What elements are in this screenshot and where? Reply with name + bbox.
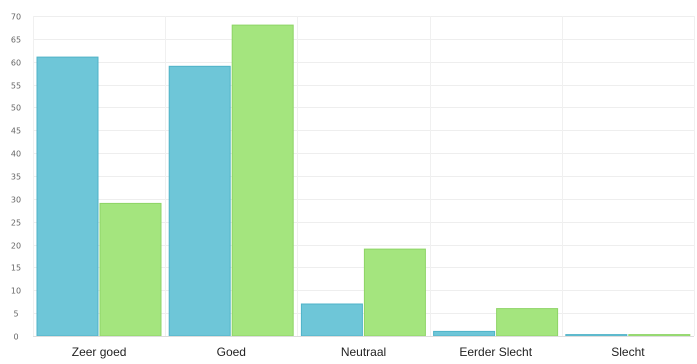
y-axis: 0 5 10 15 20 25 30 35 40 45 50 55 60 65 70 xyxy=(11,13,21,342)
y-tick-label: 15 xyxy=(11,264,21,273)
x-tick-label: Goed xyxy=(217,345,246,359)
y-tick-label: 60 xyxy=(11,59,21,68)
y-tick-label: 45 xyxy=(11,127,21,136)
bar-series2-eerder-slecht xyxy=(496,308,559,337)
bar-series2-goed xyxy=(231,24,294,337)
x-tick-label: Slecht xyxy=(611,345,645,359)
x-tick-label: Eerder Slecht xyxy=(459,345,532,359)
y-tick-label: 10 xyxy=(11,287,21,296)
y-tick-label: 30 xyxy=(11,196,21,205)
y-tick-label: 25 xyxy=(11,219,21,228)
y-tick-label: 35 xyxy=(11,173,21,182)
y-tick-label: 20 xyxy=(11,242,21,251)
bar-series1-eerder-slecht xyxy=(433,330,496,337)
y-tick-label: 55 xyxy=(11,82,21,91)
y-tick-label: 0 xyxy=(13,333,18,342)
bar-series2-neutraal xyxy=(363,248,426,337)
x-tick-label: Neutraal xyxy=(341,345,386,359)
bar-series1-slecht xyxy=(565,334,628,337)
bars xyxy=(36,24,691,337)
bar-series1-neutraal xyxy=(300,303,363,337)
y-tick-label: 65 xyxy=(11,36,21,45)
bar-series2-slecht xyxy=(628,334,691,337)
y-tick-label: 5 xyxy=(13,310,18,319)
y-tick-label: 50 xyxy=(11,104,21,113)
x-tick-label: Zeer goed xyxy=(72,345,127,359)
x-axis: Zeer goed Goed Neutraal Eerder Slecht Slecht xyxy=(33,336,694,359)
bar-series1-zeer-goed xyxy=(36,56,99,337)
y-tick-label: 70 xyxy=(11,13,21,22)
bar-series1-goed xyxy=(168,65,231,337)
y-tick-label: 40 xyxy=(11,150,21,159)
bar-series2-zeer-goed xyxy=(99,202,162,337)
